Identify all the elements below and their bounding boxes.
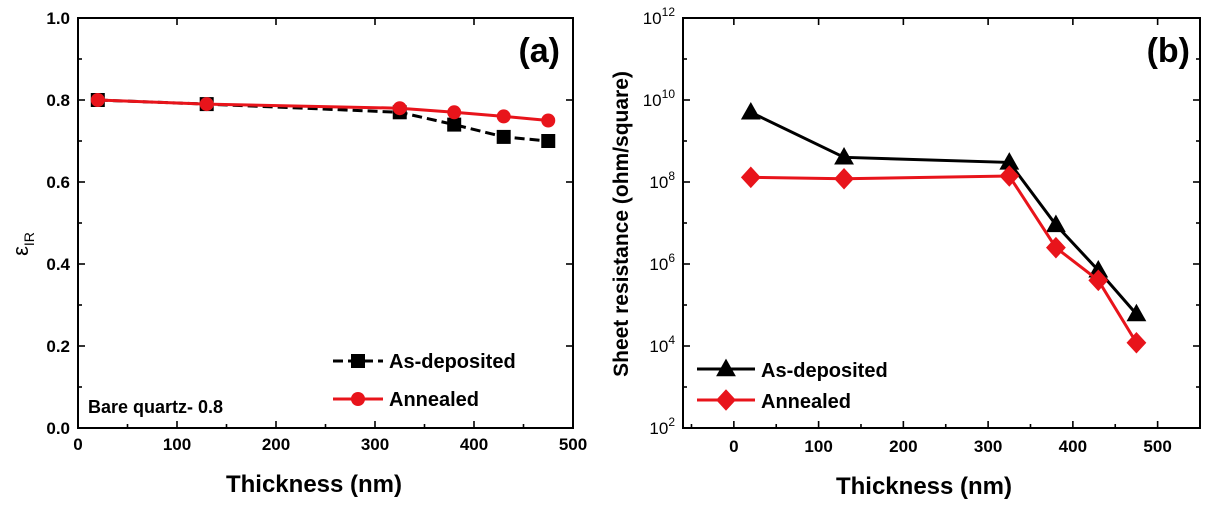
panel-a-legend-marker — [351, 354, 365, 368]
panel-a-annotation: Bare quartz- 0.8 — [88, 397, 223, 417]
panel-b-series-line — [750, 174, 1138, 344]
panel-a-series — [90, 93, 556, 148]
panel-a-data-point — [496, 109, 511, 124]
panel-b-x-tick-label: 0 — [729, 437, 738, 456]
panel-a-label: (a) — [518, 32, 560, 70]
panel-b-legend-label: As-deposited — [761, 360, 888, 382]
panel-b-legend-marker — [716, 389, 736, 411]
panel-a-x-axis-title: Thickness (nm) — [226, 471, 402, 498]
panel-b-x-tick-label: 400 — [1059, 437, 1087, 456]
panel-b-x-tick-label: 200 — [889, 437, 917, 456]
panel-a-data-point — [541, 134, 556, 148]
panel-b-x-tick-label: 100 — [804, 437, 832, 456]
panel-a-x-tick-label: 500 — [559, 435, 587, 454]
panel-b-data-point — [999, 165, 1020, 187]
panel-a-y-axis-subscript: IR — [21, 232, 37, 246]
panel-a-legend: As-deposited Annealed — [333, 351, 516, 411]
panel-a-axes: 0 100 200 300 400 500 0.0 0.2 0.4 0.6 0.8 1.0 — [46, 9, 587, 454]
panel-b-y-axis-title: Sheet resistance (ohm/square) — [610, 71, 633, 377]
panel-b-axes: 0 100 200 300 400 500 102 104 106 108 1010 1012 — [643, 5, 1201, 456]
panel-b-data-point — [1046, 214, 1066, 233]
panel-b-data-point — [1046, 236, 1066, 259]
panel-a-x-tick-label: 100 — [163, 435, 191, 454]
panel-b-data-point — [1088, 269, 1109, 292]
panel-b-x-tick-label: 500 — [1143, 437, 1171, 456]
panel-a-legend-marker — [351, 392, 365, 406]
panel-a-y-axis-symbol: ε — [8, 246, 33, 256]
panel-a-data-point — [392, 101, 407, 116]
panel-a-y-tick-label: 0.8 — [46, 91, 70, 110]
panel-b-data-point — [740, 166, 761, 189]
panel-b-y-tick-label: 1010 — [643, 87, 676, 110]
panel-a-data-point — [496, 129, 511, 144]
panel-b-y-tick-label: 104 — [649, 333, 675, 356]
panel-a-emissivity-chart: 0 100 200 300 400 500 0.0 0.2 0.4 0.6 0.8 1.0 (a) T… — [8, 9, 587, 498]
panel-a-data-point — [199, 97, 214, 112]
panel-b-data-point — [1126, 303, 1147, 322]
panel-a-y-tick-label: 0.4 — [46, 255, 70, 274]
panel-b-legend-marker — [716, 358, 736, 377]
panel-b-y-tick-label: 102 — [649, 415, 675, 438]
panel-a-x-tick-label: 0 — [73, 435, 82, 454]
panel-b-sheet-resistance-chart: 0 100 200 300 400 500 102 104 106 108 1010 1012 (b)… — [610, 5, 1201, 500]
panel-b-y-axis-title-wrap: Sheet resistance (ohm/square) — [610, 71, 633, 377]
panel-a-y-tick-label: 0.0 — [46, 419, 70, 438]
panel-b-data-point — [740, 101, 761, 120]
panel-a-data-point — [90, 93, 105, 107]
panel-a-data-point — [541, 113, 556, 128]
panel-b-data-point — [999, 152, 1020, 170]
panel-a-x-tick-label: 400 — [460, 435, 488, 454]
panel-a-legend-label: As-deposited — [389, 351, 516, 373]
panel-a-legend-label: Annealed — [389, 389, 479, 411]
panel-b-x-axis-title: Thickness (nm) — [836, 473, 1012, 500]
panel-a-y-tick-label: 0.6 — [46, 173, 70, 192]
panel-b-legend: As-deposited Annealed — [697, 358, 888, 413]
panel-a-series-line — [97, 98, 549, 122]
panel-b-legend-label: Annealed — [761, 391, 851, 413]
panel-b-y-tick-label: 108 — [649, 169, 675, 192]
panel-a-x-tick-label: 300 — [361, 435, 389, 454]
panel-b-data-point — [834, 146, 854, 165]
panel-a-y-tick-label: 1.0 — [46, 9, 70, 28]
panel-b-series — [740, 101, 1147, 354]
panel-a-data-point — [447, 105, 462, 120]
panel-a-y-tick-label: 0.2 — [46, 337, 70, 356]
panel-b-y-tick-label: 1012 — [643, 5, 676, 28]
panel-b-label: (b) — [1147, 32, 1190, 70]
panel-b-data-point — [1088, 260, 1109, 278]
panel-b-data-point — [834, 167, 854, 190]
panel-a-x-tick-label: 200 — [262, 435, 290, 454]
panel-a-data-point — [447, 117, 462, 132]
panel-a-y-axis-title: εIR — [8, 232, 37, 256]
panel-b-x-tick-label: 300 — [974, 437, 1002, 456]
panel-b-series-line — [750, 110, 1138, 316]
panel-b-y-tick-label: 106 — [649, 251, 675, 274]
panel-b-data-point — [1126, 331, 1147, 354]
svg-text:εIR: εIR — [8, 232, 37, 256]
